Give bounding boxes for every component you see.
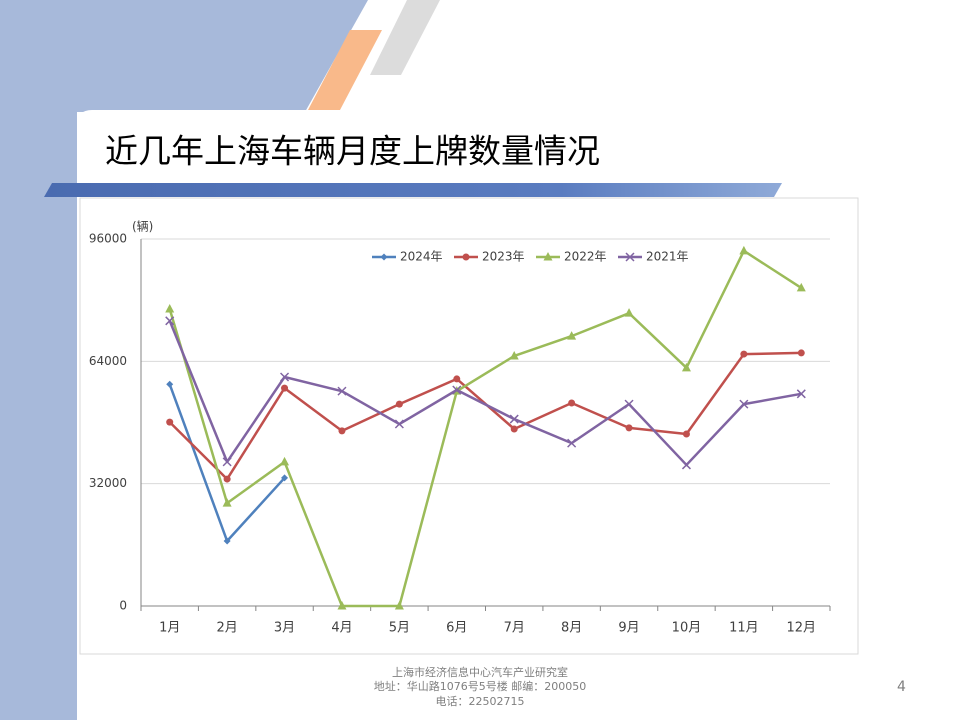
marker	[510, 425, 518, 433]
marker	[740, 350, 748, 358]
marker	[568, 399, 576, 407]
marker	[280, 456, 290, 466]
legend-label: 2021年	[646, 250, 689, 264]
marker	[682, 430, 690, 438]
marker	[222, 498, 232, 507]
series-line	[168, 320, 802, 467]
marker	[222, 457, 232, 467]
marker	[509, 350, 519, 360]
x-tick-label: 11月	[729, 621, 759, 636]
x-tick-label: 5月	[389, 621, 410, 636]
marker	[453, 375, 461, 383]
y-tick-label: 64000	[89, 354, 127, 368]
y-tick-label: 32000	[89, 476, 127, 490]
side-band	[0, 0, 77, 720]
legend-label: 2022年	[564, 250, 607, 264]
chart-frame	[79, 197, 859, 655]
gray-stripe	[370, 0, 440, 75]
marker	[166, 418, 174, 426]
marker	[165, 303, 175, 313]
marker	[223, 537, 231, 545]
x-tick-label: 10月	[672, 621, 702, 636]
y-tick-label: 96000	[89, 232, 127, 246]
series-line	[168, 249, 802, 608]
y-axis-label: (辆)	[132, 220, 153, 234]
x-tick-label: 12月	[787, 621, 817, 636]
x-tick-label: 2月	[216, 621, 237, 636]
marker	[338, 427, 346, 435]
orange-stripe	[308, 30, 382, 110]
marker	[543, 252, 553, 261]
marker	[462, 253, 470, 261]
marker	[166, 380, 174, 388]
y-tick-label: 0	[119, 599, 127, 613]
marker	[681, 362, 691, 372]
marker	[624, 399, 634, 409]
title-bar	[44, 183, 782, 197]
marker	[796, 282, 806, 292]
marker	[281, 384, 289, 392]
marker	[625, 424, 633, 432]
header-card	[77, 110, 960, 198]
marker	[624, 308, 634, 317]
footer-line: 上海市经济信息中心汽车产业研究室	[392, 665, 568, 679]
marker	[509, 414, 519, 424]
marker	[281, 474, 289, 482]
x-tick-label: 3月	[274, 621, 295, 636]
slide-title: 近几年上海车辆月度上牌数量情况	[105, 132, 600, 171]
marker	[681, 460, 691, 470]
marker	[337, 386, 347, 396]
legend-label: 2024年	[400, 250, 443, 264]
marker	[452, 385, 462, 395]
legend-label: 2023年	[482, 250, 525, 264]
marker	[739, 399, 749, 409]
marker	[337, 601, 347, 610]
marker	[567, 438, 577, 448]
marker	[394, 601, 404, 610]
x-tick-label: 8月	[561, 621, 582, 636]
marker	[223, 475, 231, 483]
marker	[280, 372, 290, 382]
x-tick-label: 1月	[159, 621, 180, 636]
x-tick-label: 4月	[331, 621, 352, 636]
page-number: 4	[897, 679, 906, 695]
marker	[165, 316, 175, 326]
marker	[380, 253, 388, 261]
marker	[796, 389, 806, 399]
marker	[567, 331, 577, 340]
marker	[797, 349, 805, 357]
x-tick-label: 9月	[618, 621, 639, 636]
marker	[395, 400, 403, 408]
x-tick-label: 7月	[504, 621, 525, 636]
top-band	[0, 0, 368, 112]
footer-line: 地址：华山路1076号5号楼 邮编：200050	[374, 679, 586, 693]
x-tick-label: 6月	[446, 621, 467, 636]
marker	[394, 419, 404, 429]
marker	[739, 245, 749, 255]
footer-line: 电话：22502715	[436, 695, 525, 708]
marker	[625, 252, 635, 262]
